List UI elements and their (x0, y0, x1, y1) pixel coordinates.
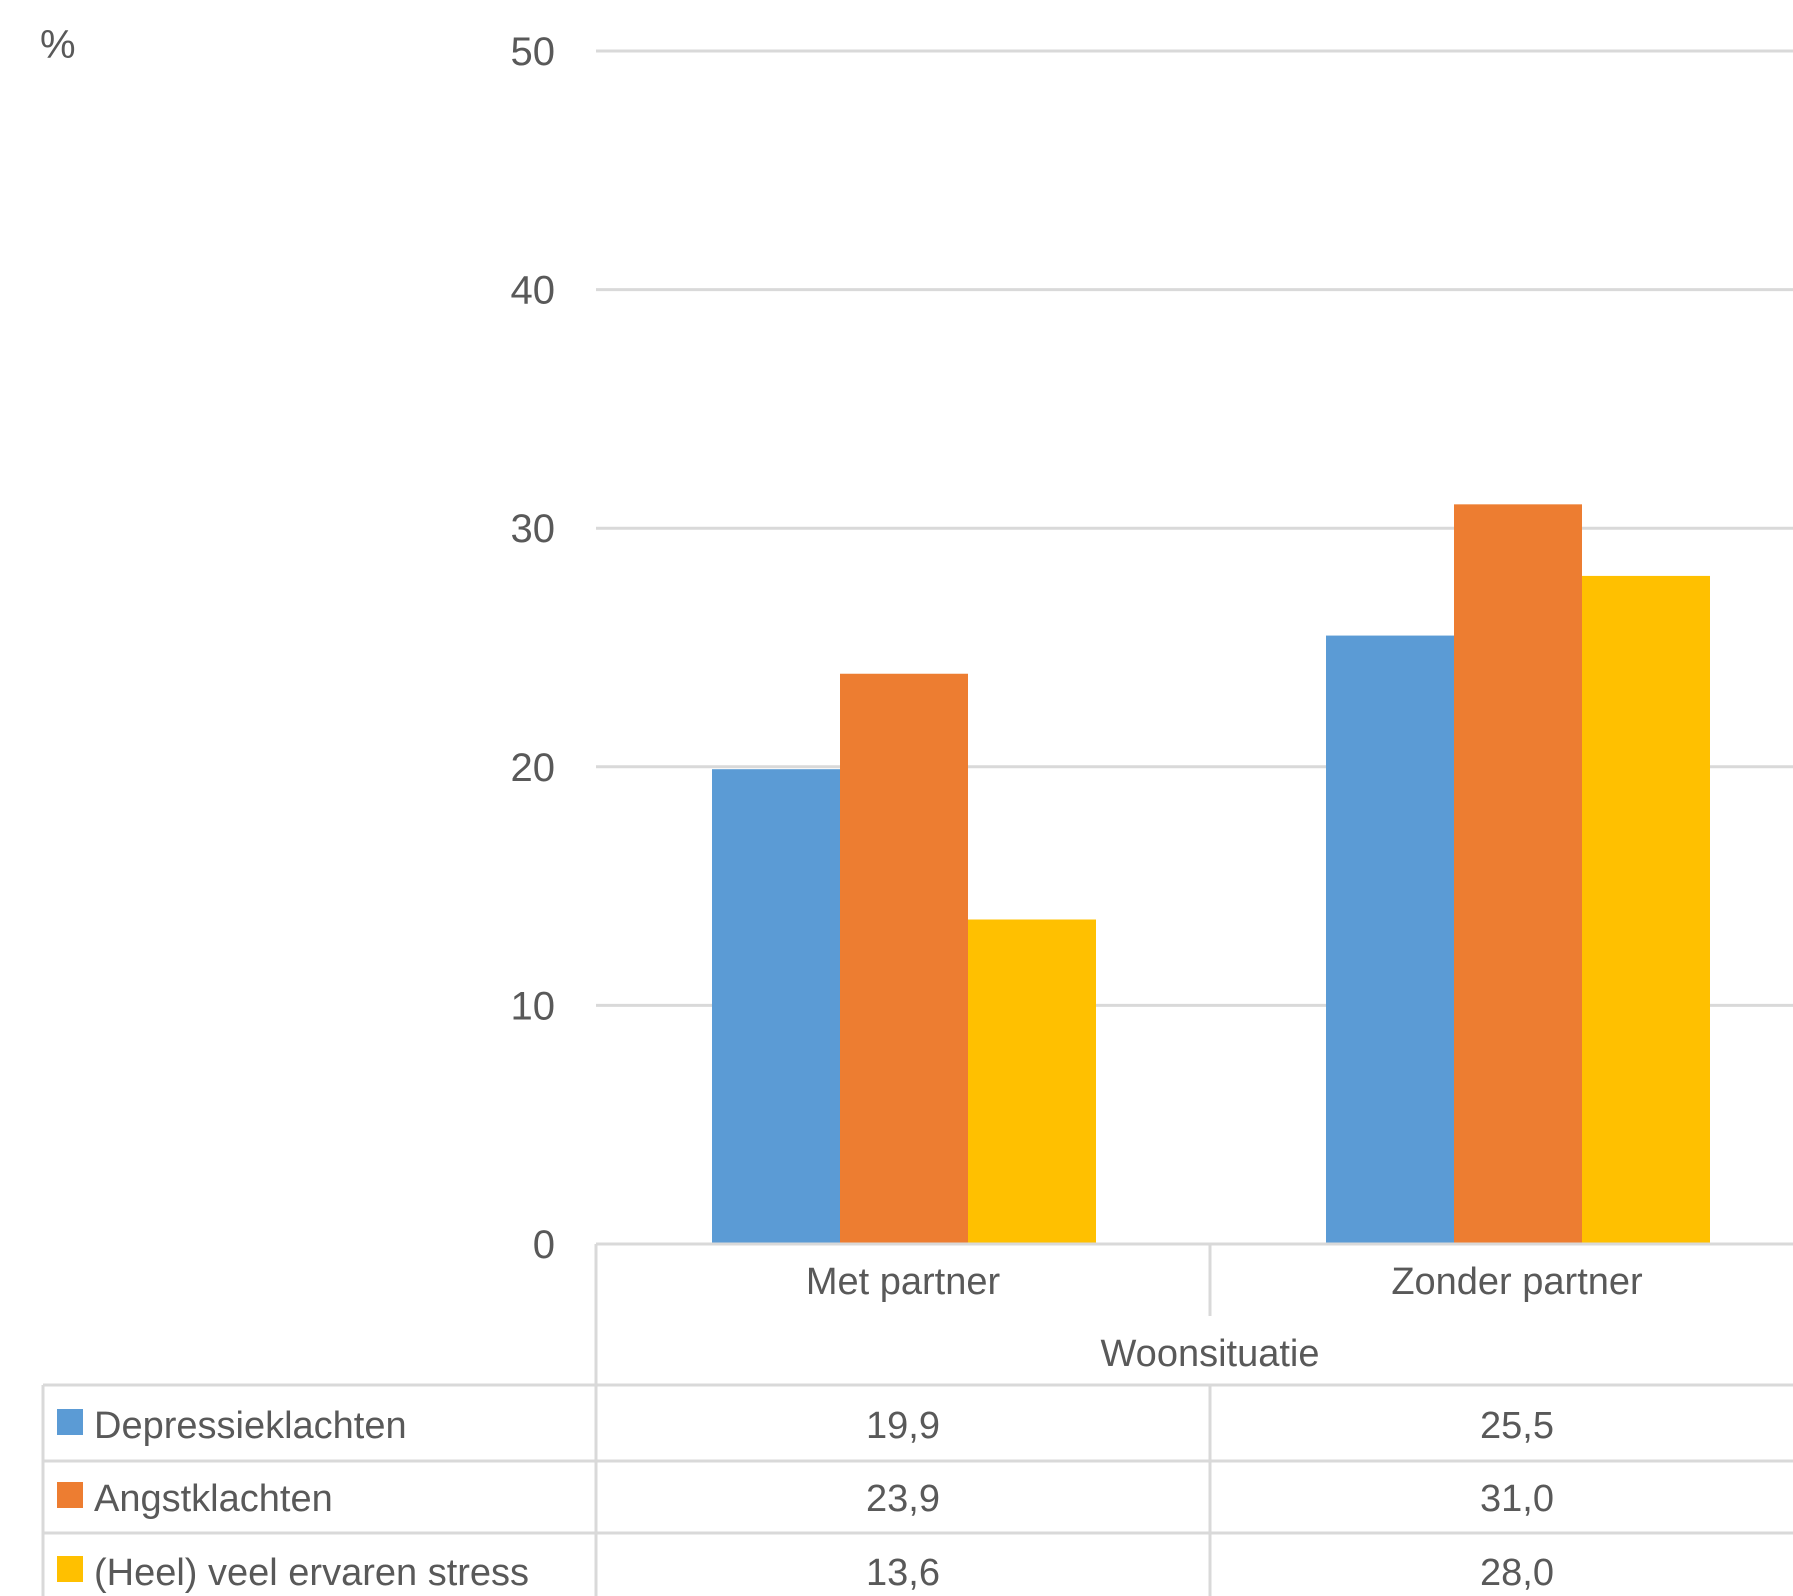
y-unit-label: % (40, 23, 76, 67)
x-tick-label: Met partner (806, 1261, 1001, 1303)
bar (1582, 575, 1710, 1244)
data-label: 28,0 (1480, 1552, 1554, 1594)
category-group-label: Woonsituatie (1101, 1333, 1320, 1375)
data-label: 19,9 (866, 1405, 940, 1447)
data-label: 25,5 (1480, 1405, 1554, 1447)
y-tick-label: 50 (511, 30, 556, 74)
data-label: 31,0 (1480, 1478, 1554, 1520)
y-tick-label: 0 (533, 1223, 555, 1267)
legend-label: (Heel) veel ervaren stress (94, 1552, 529, 1594)
bar (1454, 504, 1582, 1245)
legend-label: Angstklachten (94, 1478, 333, 1520)
bar (712, 769, 840, 1244)
data-label: 23,9 (866, 1478, 940, 1520)
y-tick-label: 20 (511, 746, 556, 790)
bar (840, 673, 968, 1244)
y-axis-ticks: 0 10 20 30 40 50 (511, 30, 556, 1267)
bar (1326, 635, 1454, 1244)
legend-swatch (57, 1556, 83, 1582)
data-label: 13,6 (866, 1552, 940, 1594)
legend-swatch (57, 1409, 83, 1435)
bar (968, 919, 1096, 1244)
legend-swatch (57, 1482, 83, 1508)
data-table: Met partner Zonder partner Depressieklacht… (57, 1261, 1643, 1594)
legend-label: Depressieklachten (94, 1405, 407, 1447)
x-tick-label: Zonder partner (1391, 1261, 1643, 1303)
data-table-grid (41, 1242, 1793, 1596)
bars (712, 504, 1710, 1245)
y-tick-label: 10 (511, 984, 556, 1028)
y-tick-label: 40 (511, 269, 556, 313)
y-tick-label: 30 (511, 507, 556, 551)
